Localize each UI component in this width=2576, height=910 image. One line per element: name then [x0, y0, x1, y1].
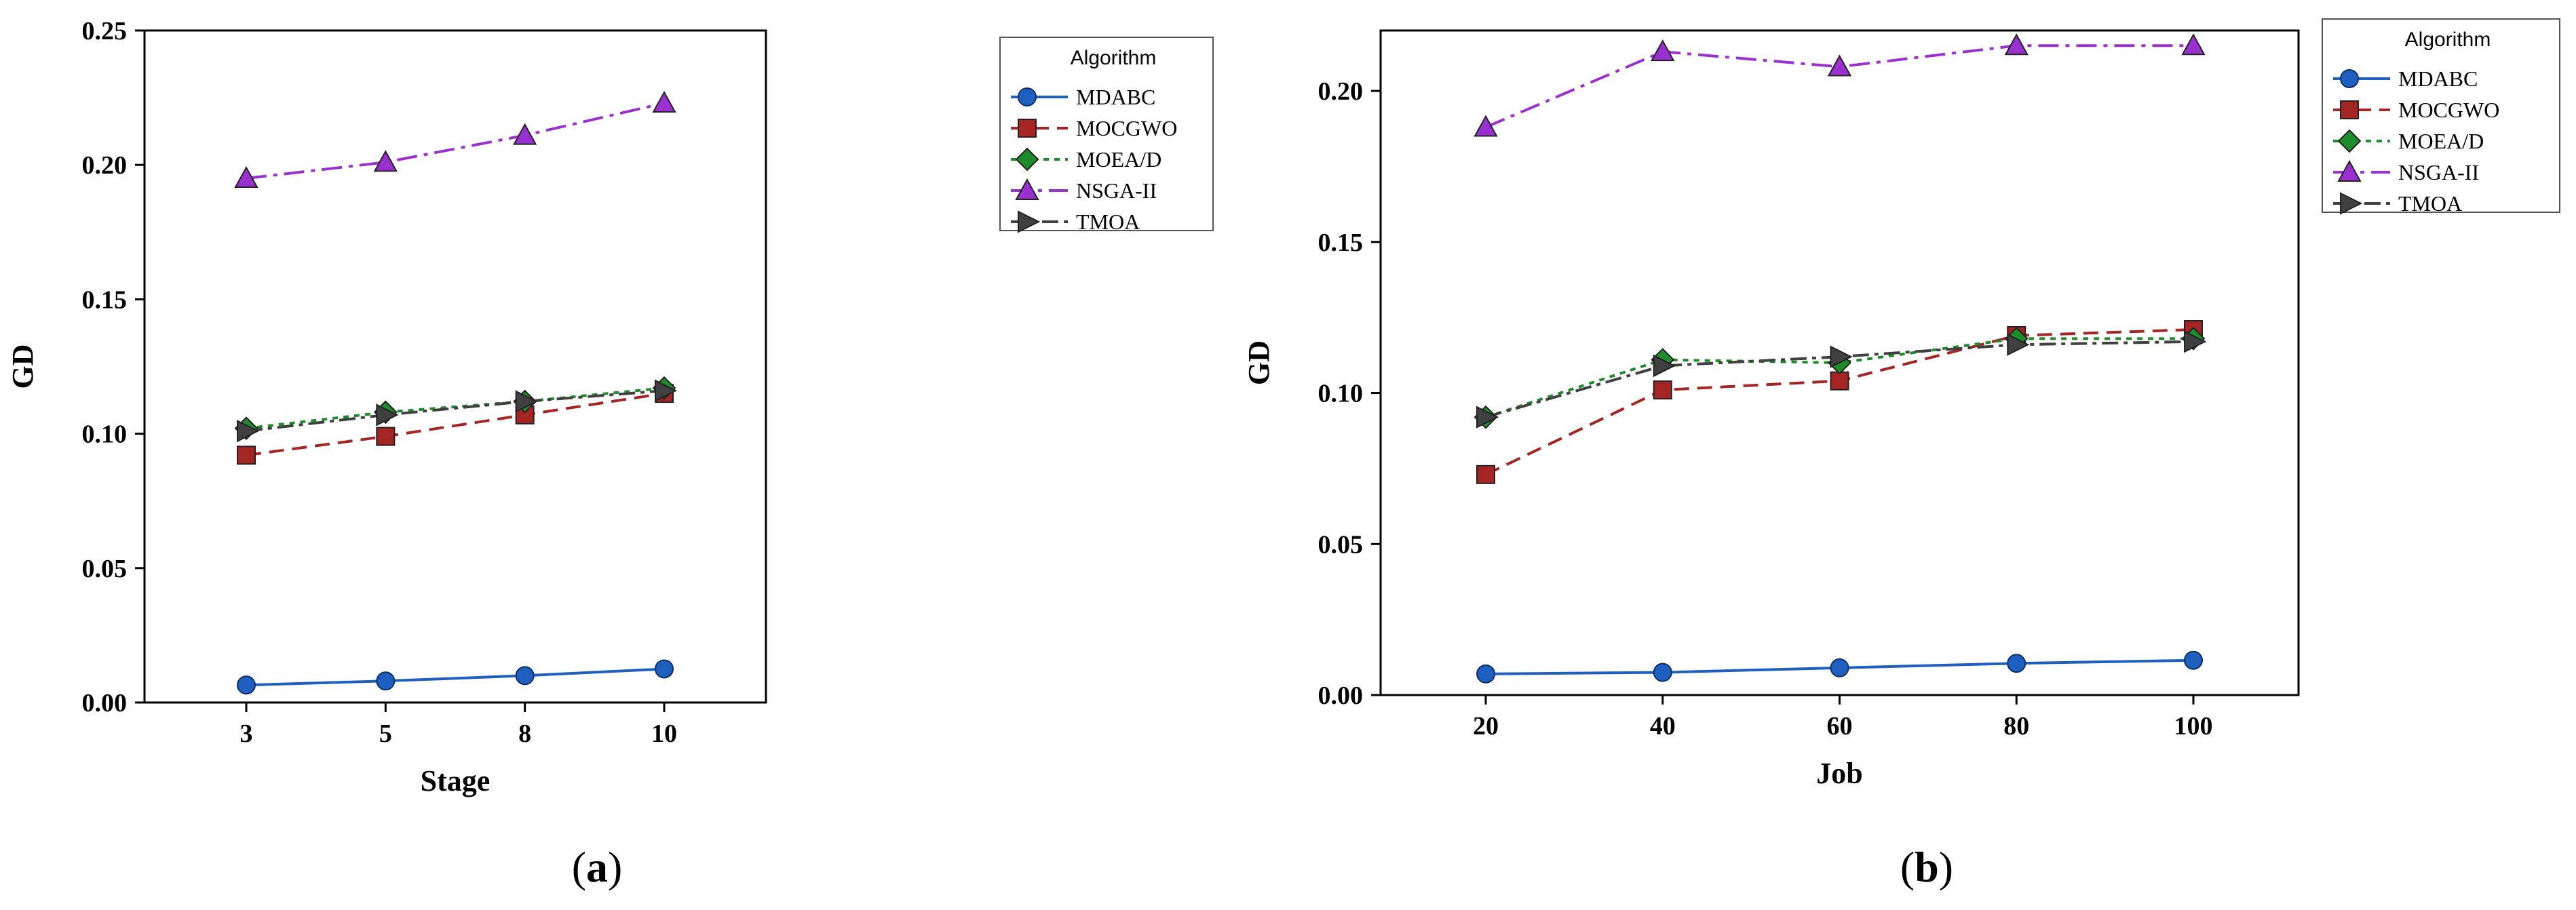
- x-tick-label: 10: [651, 719, 677, 748]
- x-axis-title: Job: [1816, 757, 1862, 790]
- y-tick-label: 0.10: [82, 420, 128, 449]
- series-line-tmoa: [1485, 340, 2194, 419]
- data-point-mdabc: [376, 671, 396, 691]
- y-axis-title: GD: [1242, 340, 1275, 385]
- legend-label-nsga-ii: NSGA-II: [2398, 160, 2479, 184]
- series-line-mdabc: [246, 667, 665, 687]
- series-line-mocgwo: [246, 392, 665, 457]
- data-point-nsga-ii: [652, 90, 676, 113]
- legend-marker-mocgwo: [2340, 100, 2359, 119]
- data-point-nsga-ii: [234, 165, 258, 189]
- y-tick-label: 0.15: [1318, 229, 1364, 257]
- data-point-tmoa: [1653, 354, 1676, 378]
- legend-marker-mdabc: [2340, 69, 2359, 88]
- legend: Algorithm MDABC MOCGWO MOEA/D NSGA-II TMOA: [2322, 18, 2560, 216]
- data-point-mocgwo: [1476, 464, 1495, 484]
- y-tick-label: 0.05: [82, 555, 128, 583]
- legend-marker-moea-d: [2337, 129, 2362, 153]
- data-point-mocgwo: [1830, 371, 1849, 391]
- chart-panel-b: 0.00 0.05 0.10 0.15 0.20 20 40 60 80 100 Job GD Algo…: [1242, 18, 2560, 891]
- legend-marker-nsga-ii: [1015, 178, 1039, 200]
- x-tick-label: 100: [2174, 712, 2213, 740]
- plot-area: [143, 29, 767, 704]
- x-tick-label: 60: [1827, 712, 1853, 740]
- series-line-nsga-ii: [246, 102, 665, 180]
- data-point-tmoa: [655, 379, 678, 402]
- y-tick-label: 0.10: [1318, 380, 1364, 408]
- y-tick-label: 0.00: [1318, 681, 1364, 710]
- x-tick-label: 20: [1473, 712, 1499, 740]
- x-tick-label: 8: [518, 719, 531, 748]
- series-line-tmoa: [246, 389, 665, 433]
- data-point-mdabc: [1476, 664, 1495, 684]
- legend-label-nsga-ii: NSGA-II: [1076, 178, 1157, 203]
- legend: Algorithm MDABC MOCGWO MOEA/D NSGA-II TMOA: [999, 37, 1214, 234]
- legend-marker-nsga-ii: [2337, 159, 2362, 182]
- data-point-mdabc: [515, 666, 535, 686]
- data-point-mdabc: [1830, 658, 1849, 677]
- data-point-nsga-ii: [1651, 39, 1675, 62]
- y-tick-label: 0.20: [82, 151, 128, 180]
- data-point-nsga-ii: [512, 123, 537, 145]
- legend-box: [2322, 18, 2560, 213]
- y-tick-label: 0.15: [82, 285, 128, 314]
- y-tick-label: 0.25: [82, 17, 128, 45]
- legend-marker-moea-d: [1015, 147, 1039, 172]
- legend-marker-tmoa: [2340, 192, 2363, 215]
- data-point-nsga-ii: [1474, 115, 1498, 137]
- data-point-mdabc: [2184, 650, 2203, 670]
- data-point-tmoa: [2184, 330, 2207, 353]
- legend-label-mdabc: MDABC: [2398, 66, 2478, 91]
- y-tick-label: 0.00: [82, 689, 128, 717]
- data-point-mocgwo: [376, 427, 396, 446]
- legend-label-moea-d: MOEA/D: [2398, 129, 2484, 153]
- data-point-nsga-ii: [2181, 33, 2206, 56]
- data-point-nsga-ii: [1827, 54, 1852, 77]
- data-point-tmoa: [376, 403, 399, 427]
- y-tick-label: 0.05: [1318, 530, 1364, 559]
- legend-label-mocgwo: MOCGWO: [1076, 116, 1177, 140]
- data-point-nsga-ii: [373, 150, 398, 172]
- x-tick-label: 3: [240, 719, 253, 748]
- legend-marker-mdabc: [1018, 87, 1037, 106]
- panel-label: (a): [572, 843, 623, 891]
- y-tick-label: 0.20: [1318, 77, 1364, 106]
- panel-label: (b): [1900, 843, 1953, 891]
- legend-title: Algorithm: [1071, 47, 1157, 69]
- chart-panel-a: 0.00 0.05 0.10 0.15 0.20 0.25 3 5 8 10 Stage GD Algo…: [6, 17, 1214, 891]
- data-point-tmoa: [1830, 345, 1853, 368]
- data-point-mdabc: [1653, 662, 1672, 682]
- x-tick-label: 5: [379, 719, 392, 748]
- legend-title: Algorithm: [2405, 28, 2491, 51]
- legend-marker-mocgwo: [1018, 119, 1037, 138]
- legend-label-mdabc: MDABC: [1076, 85, 1155, 109]
- data-point-tmoa: [2007, 333, 2030, 356]
- data-point-mdabc: [655, 659, 674, 679]
- x-tick-label: 40: [1650, 712, 1676, 740]
- data-point-mdabc: [237, 675, 256, 695]
- legend-label-tmoa: TMOA: [1076, 210, 1140, 234]
- data-point-nsga-ii: [2004, 33, 2029, 56]
- data-point-tmoa: [515, 390, 538, 413]
- data-point-tmoa: [237, 420, 260, 443]
- y-axis-title: GD: [6, 344, 39, 389]
- legend-marker-tmoa: [1018, 210, 1041, 233]
- legend-label-moea-d: MOEA/D: [1076, 147, 1161, 172]
- data-point-mocgwo: [237, 446, 256, 465]
- legend-label-tmoa: TMOA: [2398, 191, 2462, 216]
- legend-label-mocgwo: MOCGWO: [2398, 98, 2499, 122]
- data-point-mocgwo: [1653, 380, 1672, 400]
- data-point-tmoa: [1476, 405, 1499, 429]
- data-point-mdabc: [2007, 654, 2026, 673]
- x-tick-label: 80: [2003, 712, 2029, 740]
- x-axis-title: Stage: [421, 764, 491, 797]
